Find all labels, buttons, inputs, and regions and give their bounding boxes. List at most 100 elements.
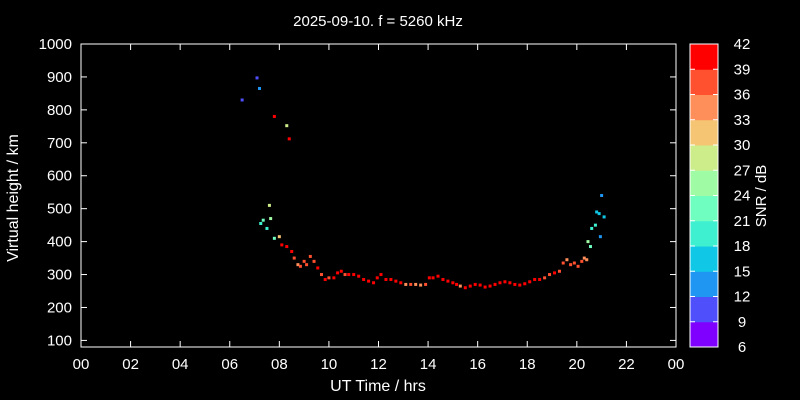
data-point (473, 282, 477, 286)
data-point (292, 256, 296, 260)
colorbar-tick-label: 12 (734, 289, 751, 306)
data-point (588, 245, 592, 249)
x-axis-label: UT Time / hrs (330, 378, 426, 395)
data-point (585, 258, 589, 262)
data-point (590, 226, 594, 230)
data-point (343, 273, 347, 277)
x-tick-label: 14 (420, 356, 437, 373)
colorbar-bin (690, 69, 718, 95)
data-point (290, 249, 294, 253)
data-point (427, 276, 431, 280)
data-point (312, 259, 316, 263)
data-point (240, 98, 244, 102)
chart-title: 2025-09-10. f = 5260 kHz (293, 13, 463, 30)
x-tick-label: 20 (568, 356, 585, 373)
colorbar-bin (690, 119, 718, 146)
data-point (488, 284, 492, 288)
colorbar-tick-label: 36 (734, 87, 751, 104)
data-point (316, 266, 320, 270)
colorbar-tick-label: 9 (738, 314, 746, 331)
colorbar-tick-label: 42 (734, 36, 751, 53)
colorbar-tick-label: 24 (734, 188, 751, 205)
data-point (319, 273, 323, 277)
data-point (576, 264, 580, 268)
data-points (240, 76, 606, 290)
x-tick-label: 04 (172, 356, 189, 373)
x-tick-label: 16 (469, 356, 486, 373)
y-tick-label: 600 (47, 168, 72, 185)
data-point (339, 269, 343, 273)
data-point (508, 281, 512, 285)
colorbar-bin (690, 44, 718, 70)
data-point (543, 276, 547, 280)
colorbar-tick-label: 21 (734, 213, 751, 230)
data-point (600, 194, 604, 197)
data-point (561, 261, 565, 265)
data-point (258, 86, 261, 90)
colorbar-bin (690, 246, 718, 272)
y-tick-label: 1000 (39, 36, 72, 53)
x-tick-label: 02 (122, 356, 139, 373)
data-point (548, 273, 552, 277)
data-point (296, 263, 300, 267)
data-point (431, 276, 435, 280)
x-tick-label: 10 (321, 356, 338, 373)
data-point (478, 283, 482, 287)
y-tick-label: 700 (47, 135, 72, 152)
colorbar-bin (690, 220, 718, 247)
data-point (468, 284, 472, 288)
data-point (379, 273, 383, 277)
data-point (389, 277, 393, 281)
x-tick-label: 12 (370, 356, 387, 373)
data-point (285, 245, 289, 249)
data-point (280, 243, 284, 247)
data-point (308, 254, 312, 258)
y-tick-label: 500 (47, 201, 72, 218)
data-point (483, 285, 487, 289)
data-point (455, 282, 459, 286)
y-tick-label: 400 (47, 234, 72, 251)
colorbar-bin (690, 170, 718, 196)
data-point (399, 281, 403, 285)
data-point (533, 277, 537, 281)
data-point (272, 236, 276, 240)
data-point (347, 273, 351, 277)
data-point (557, 269, 561, 273)
colorbar-tick-label: 33 (734, 112, 751, 129)
data-point (565, 258, 569, 262)
data-point (419, 283, 423, 287)
data-point (523, 282, 527, 286)
y-axis-label: Virtual height / km (5, 134, 22, 262)
colorbar-bin (690, 296, 718, 323)
colorbar-tick-label: 18 (734, 238, 751, 255)
data-point (261, 218, 265, 222)
data-point (498, 281, 502, 285)
x-axis-ticks: 00 02 04 06 08 10 12 14 16 18 20 22 00 (73, 44, 685, 373)
y-tick-label: 100 (47, 332, 72, 349)
data-point (367, 279, 371, 283)
data-point (277, 235, 281, 239)
x-tick-label: 22 (618, 356, 635, 373)
x-tick-label: 00 (668, 356, 685, 373)
colorbar-bin (690, 195, 718, 222)
data-point (259, 221, 263, 225)
data-point (414, 282, 418, 286)
data-point (424, 282, 428, 286)
data-point (394, 279, 398, 283)
colorbar-label: SNR / dB (753, 165, 770, 228)
data-point (493, 282, 497, 286)
data-point (272, 114, 276, 118)
data-point (357, 274, 361, 278)
data-point (580, 259, 584, 263)
data-point (352, 273, 356, 277)
y-tick-label: 800 (47, 102, 72, 119)
x-tick-label: 18 (519, 356, 536, 373)
data-point (593, 223, 597, 227)
data-point (513, 282, 517, 286)
plot-area-frame (80, 43, 677, 348)
data-point (451, 281, 455, 285)
data-point (302, 259, 306, 263)
colorbar-bin (690, 271, 718, 297)
y-axis-ticks: 100 200 300 400 500 600 700 800 900 1000 (39, 36, 676, 349)
